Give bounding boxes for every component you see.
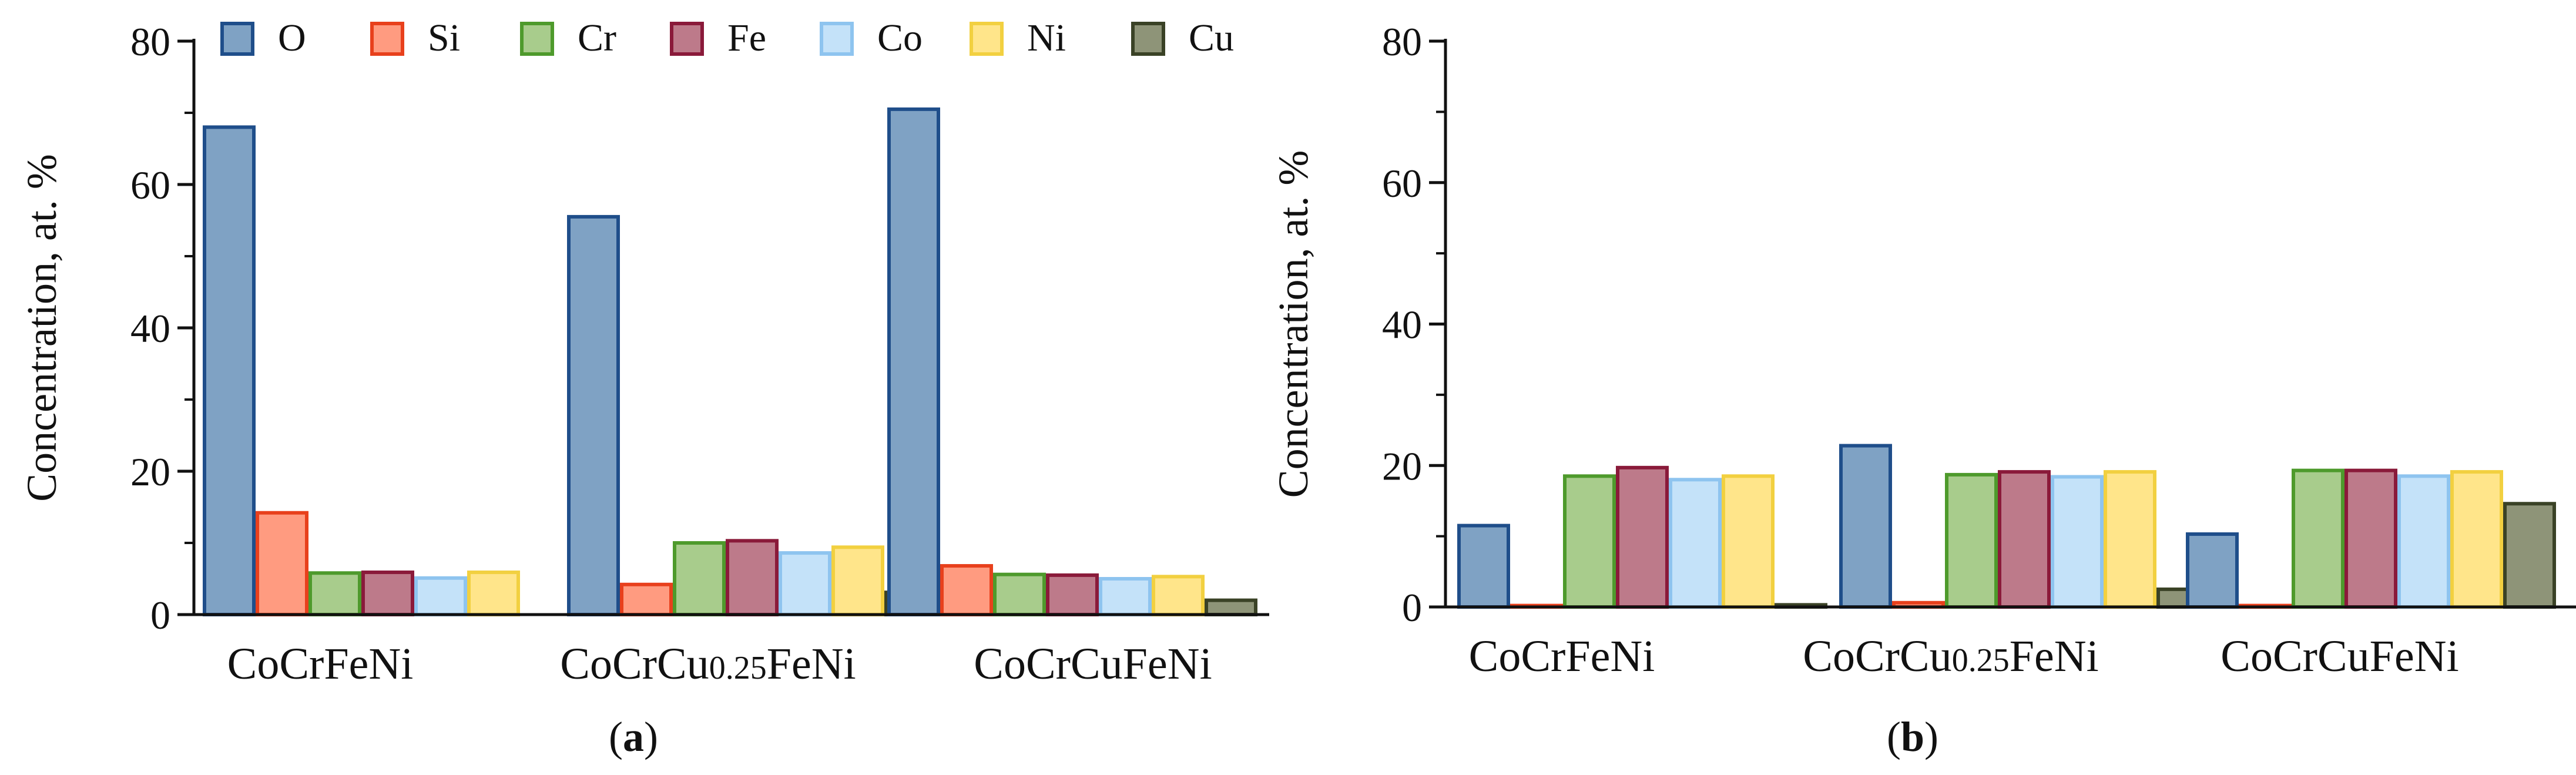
bar-o-2 [567, 214, 620, 616]
y-tick-label: 20 [1382, 444, 1422, 488]
panel-label-a: (a) [609, 713, 658, 760]
bar-o-2 [1839, 444, 1892, 609]
bar-si-3 [940, 564, 993, 616]
legend-item-si: Si [370, 16, 460, 59]
bars-a [203, 107, 1257, 617]
legend-item-cr: Cr [520, 16, 616, 59]
bar-co-1 [414, 576, 467, 617]
bar-si-2 [620, 582, 673, 617]
y-tick-label: 60 [130, 163, 170, 207]
bar-ni-1 [467, 571, 520, 617]
legend-item-co: Co [820, 16, 923, 59]
legend-item-cu: Cu [1131, 16, 1234, 59]
legend-swatch-fe [670, 22, 704, 56]
bar-cr-3 [2292, 468, 2344, 609]
legend-item-fe: Fe [670, 16, 766, 59]
bar-o-3 [887, 107, 940, 616]
category-label: CoCrCuFeNi [2221, 632, 2458, 681]
legend-swatch-si [370, 22, 404, 56]
legend-swatch-cr [520, 22, 554, 56]
y-tick-label: 40 [1382, 303, 1422, 347]
y-axis-ticks-b: 0 20 40 60 80 [1382, 19, 1445, 630]
y-tick-label: 0 [150, 593, 170, 638]
legend-swatch-cu [1131, 22, 1165, 56]
legend-item-ni: Ni [970, 16, 1066, 59]
bar-ni-3 [1152, 575, 1205, 617]
legend-swatch-co [820, 22, 854, 56]
bar-ni-3 [2450, 470, 2503, 609]
bar-co-3 [1099, 577, 1152, 616]
bar-o-1 [1457, 524, 1510, 609]
panel-label-b: (b) [1887, 713, 1938, 760]
y-axis-label-b: Concentration, at. % [1270, 150, 1317, 498]
bar-cu-3 [2503, 502, 2556, 609]
bar-ni-2 [831, 545, 884, 617]
bar-o-1 [203, 125, 256, 616]
bar-cr-1 [1563, 474, 1616, 609]
bar-cr-2 [673, 541, 726, 616]
category-label: CoCrCu0.25FeNi [1803, 632, 2098, 681]
y-tick-label: 80 [130, 19, 170, 64]
bar-co-2 [2051, 475, 2104, 609]
bars-b [1457, 444, 2556, 609]
bar-fe-1 [361, 571, 414, 617]
bar-o-3 [2186, 532, 2239, 609]
y-tick-label: 20 [130, 449, 170, 494]
category-labels-b: CoCrFeNi CoCrCu0.25FeNi CoCrCuFeNi [1469, 632, 2459, 681]
legend-label-co: Co [877, 16, 923, 59]
bar-cr-1 [308, 571, 361, 616]
legend-swatch-ni [970, 22, 1004, 56]
bar-fe-2 [726, 539, 779, 617]
legend-item-o: O [220, 16, 306, 59]
bar-cu-3 [1205, 598, 1257, 616]
category-label: CoCrCu0.25FeNi [560, 639, 856, 689]
category-label: CoCrFeNi [1469, 632, 1655, 681]
category-labels-a: CoCrFeNi CoCrCu0.25FeNi CoCrCuFeNi [227, 639, 1212, 689]
legend-label-ni: Ni [1027, 16, 1066, 59]
bar-cr-2 [1945, 472, 1998, 609]
legend-label-o: O [278, 16, 306, 59]
y-tick-label: 40 [130, 306, 170, 351]
y-tick-label: 0 [1402, 585, 1422, 630]
bar-co-2 [779, 551, 831, 617]
y-tick-label: 80 [1382, 19, 1422, 64]
y-tick-label: 60 [1382, 161, 1422, 206]
y-axis-label-a: Concentration, at. % [18, 154, 65, 502]
bar-si-1 [256, 511, 308, 617]
legend-label-si: Si [428, 16, 460, 59]
category-label: CoCrFeNi [227, 639, 414, 689]
bar-fe-3 [2344, 468, 2397, 609]
legend-label-cu: Cu [1189, 16, 1234, 59]
bar-fe-1 [1616, 465, 1669, 609]
category-label: CoCrCuFeNi [974, 639, 1212, 689]
y-axis-ticks-a: 0 20 40 60 80 [130, 19, 194, 638]
legend-label-fe: Fe [727, 16, 766, 59]
legend: O Si Cr Fe Co Ni Cu [220, 16, 1234, 59]
chart-panel-b: 0 20 40 60 80 CoCrFeNi CoCrCu0.25FeNi CoCrCuFe… [1270, 19, 2576, 760]
bar-fe-3 [1046, 573, 1099, 617]
bar-co-1 [1669, 478, 1722, 609]
bar-cr-3 [993, 572, 1046, 616]
bar-ni-1 [1722, 474, 1775, 609]
legend-label-cr: Cr [578, 16, 616, 59]
bar-ni-2 [2104, 470, 2156, 609]
legend-swatch-o [220, 22, 254, 56]
bar-co-3 [2397, 474, 2450, 609]
bar-fe-2 [1998, 470, 2051, 609]
